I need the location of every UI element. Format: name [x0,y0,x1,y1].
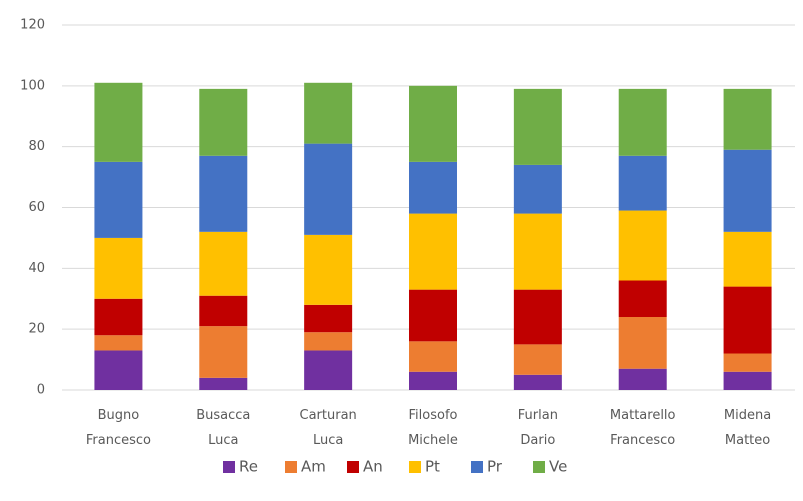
bar-segment [723,231,772,287]
bar-segment [94,82,143,162]
bar-segment [304,234,353,305]
bar-segment [513,164,562,214]
legend-label: Pt [425,458,440,476]
legend-label: Re [239,458,258,476]
bar-segment [513,213,562,290]
bar-segment [723,149,772,232]
bar-segment [409,161,457,214]
y-tick-label: 20 [28,322,45,337]
bar-segment [409,341,457,372]
bar-segment [94,237,143,299]
bar-segment [199,377,248,390]
bar-segment [723,353,772,372]
legend-swatch [471,461,483,473]
bar-segment [618,88,667,156]
bar-segment [304,304,353,333]
y-tick-label: 80 [28,139,45,154]
bar-segment [94,350,143,390]
bar-segment [618,368,667,390]
bar-segment [199,88,248,156]
bar-segment [513,344,562,375]
bar-segment [304,82,353,144]
legend-swatch [347,461,359,473]
bar-segment [304,350,353,390]
bar-segment [199,155,248,232]
bar-segment [94,161,143,238]
bar-segment [409,289,457,342]
bar-segment [304,143,353,235]
x-tick-label: Midena Matteo [724,408,771,448]
y-tick-label: 0 [37,383,45,398]
legend-label: Ve [549,458,567,476]
bar-segment [409,371,457,390]
bar-segment [513,289,562,345]
legend-swatch [533,461,545,473]
bar-segment [409,85,457,162]
bar-segment [723,88,772,150]
bar-segment [199,231,248,296]
bar-segment [618,210,667,281]
x-tick-label: Filosofo Michele [408,408,458,448]
legend-swatch [223,461,235,473]
x-tick-label: Furlan Dario [518,408,558,448]
bar-segment [199,326,248,378]
legend-label: An [363,458,383,476]
bar-segment [94,335,143,351]
y-tick-label: 120 [20,18,45,33]
legend-swatch [409,461,421,473]
y-tick-label: 40 [28,261,45,276]
x-tick-label: Busacca Luca [196,408,250,448]
x-tick-label: Mattarello Francesco [610,408,676,448]
bar-segment [618,317,667,369]
bar-segment [513,88,562,165]
legend-label: Pr [487,458,503,476]
y-tick-label: 100 [20,78,45,93]
bar-segment [618,280,667,317]
bar-segment [513,374,562,390]
bar-segment [723,371,772,390]
x-tick-label: Bugno Francesco [86,408,151,448]
bar-segment [409,213,457,290]
bar-segment [94,298,143,336]
x-tick-label: Carturan Luca [300,408,357,448]
bar-segment [199,295,248,327]
bar-segment [723,286,772,354]
y-tick-label: 60 [28,200,45,215]
bar-segment [304,332,353,351]
legend-swatch [285,461,297,473]
bar-segment [618,155,667,211]
legend-label: Am [301,458,326,476]
